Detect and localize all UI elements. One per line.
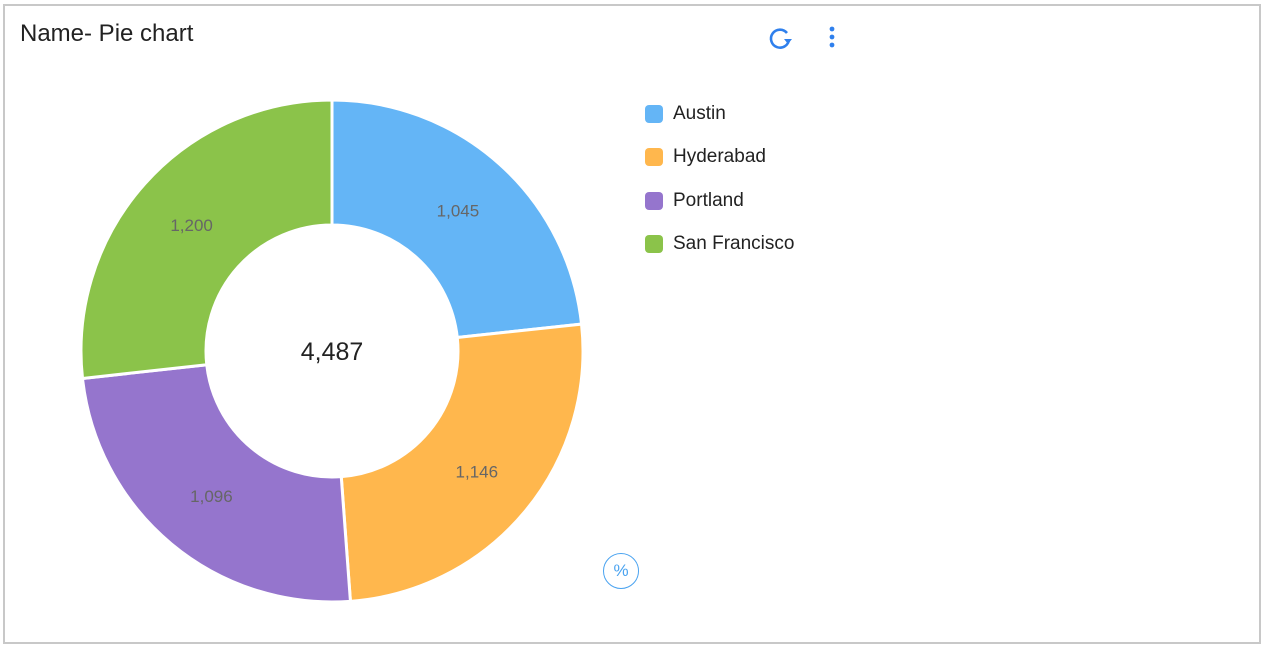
slice-hyderabad[interactable] xyxy=(339,322,585,603)
legend-swatch xyxy=(645,104,663,123)
slice-value-label: 1,146 xyxy=(456,463,499,482)
slice-san-francisco[interactable] xyxy=(79,98,334,381)
legend-swatch xyxy=(645,191,663,210)
legend-label: San Francisco xyxy=(673,233,795,255)
percent-toggle-button[interactable]: % xyxy=(603,553,639,589)
legend-label: Hyderabad xyxy=(673,146,766,168)
refresh-icon[interactable] xyxy=(765,22,795,52)
donut-chart: 1,045 1,146 1,096 1,200 4,487 xyxy=(79,98,585,604)
slice-portland[interactable] xyxy=(80,363,353,604)
legend-swatch xyxy=(645,235,663,254)
center-total-label: 4,487 xyxy=(301,338,364,366)
slice-value-label: 1,096 xyxy=(190,487,233,506)
slice-value-label: 1,200 xyxy=(170,216,213,235)
legend-item[interactable]: Hyderabad xyxy=(645,136,794,180)
legend: Austin Hyderabad Portland San Francisco xyxy=(645,92,794,266)
legend-item[interactable]: Portland xyxy=(645,179,794,223)
legend-swatch xyxy=(645,148,663,167)
legend-label: Portland xyxy=(673,189,744,211)
slice-value-label: 1,045 xyxy=(437,202,480,221)
more-vertical-icon[interactable] xyxy=(817,22,847,52)
legend-item[interactable]: San Francisco xyxy=(645,223,794,267)
legend-item[interactable]: Austin xyxy=(645,92,794,136)
chart-title: Name- Pie chart xyxy=(20,20,194,47)
legend-label: Austin xyxy=(673,102,726,124)
slice-austin[interactable] xyxy=(330,98,584,340)
